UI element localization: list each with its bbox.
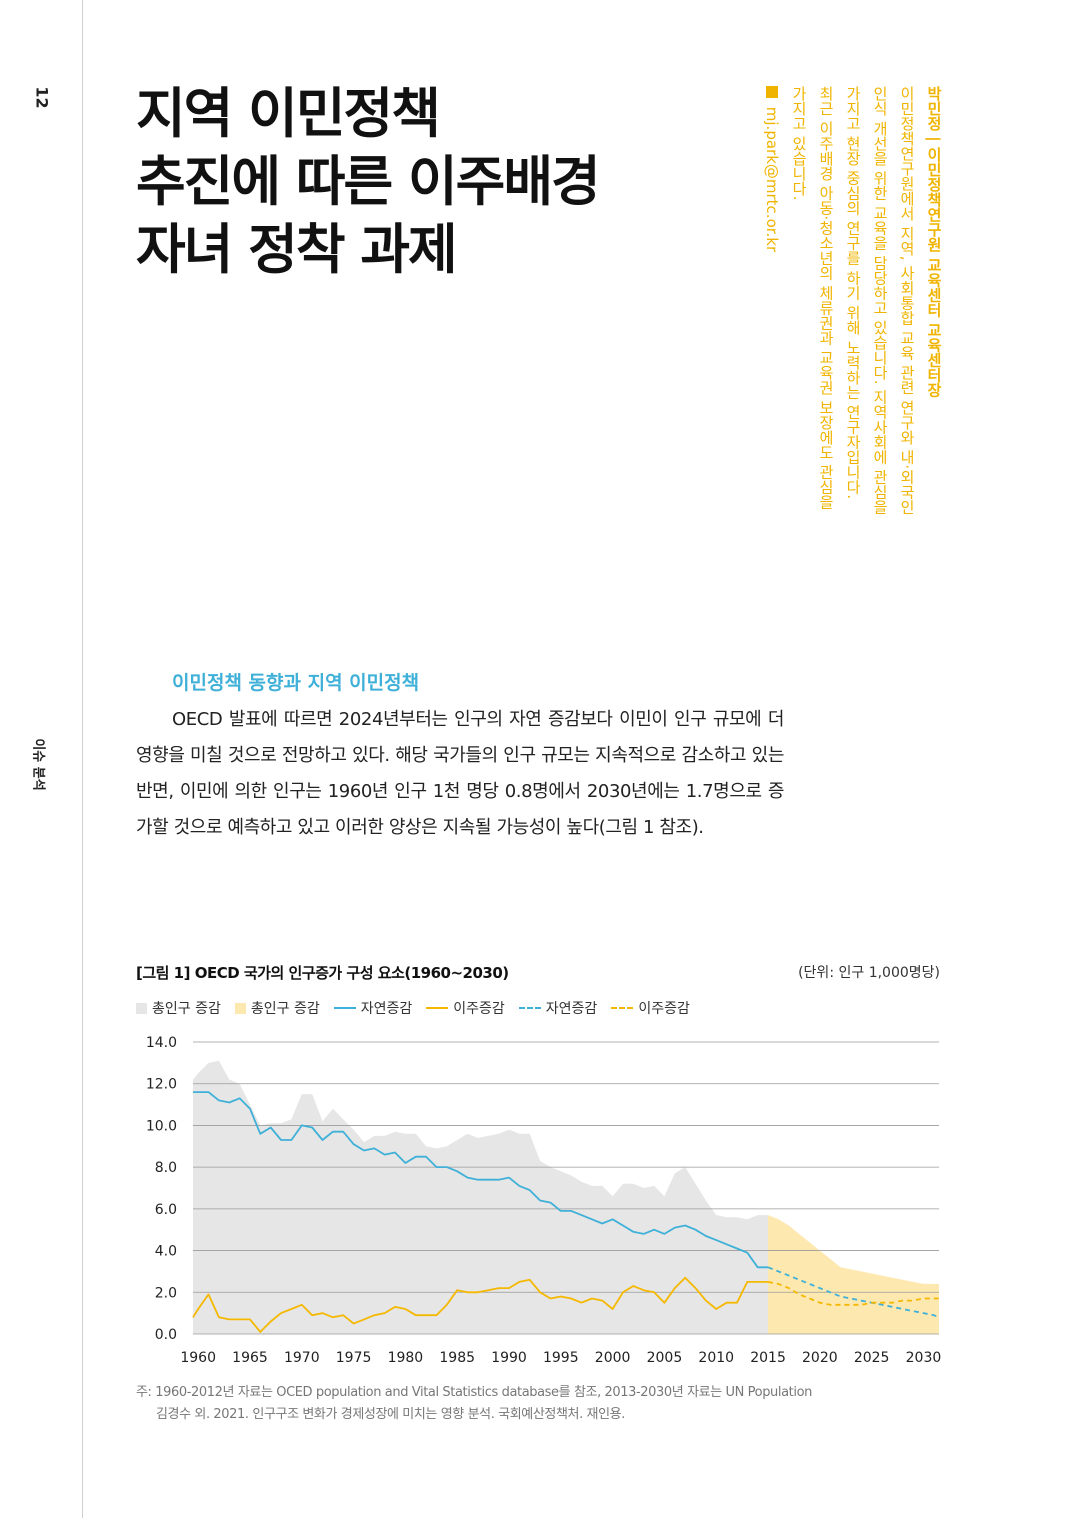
y-tick-label: 6.0 xyxy=(155,1202,177,1218)
section-heading: 이민정책 동향과 지역 이민정책 xyxy=(172,672,420,694)
series-line-projection-3 xyxy=(767,1281,939,1306)
series-line-0 xyxy=(193,1091,768,1269)
legend-swatch xyxy=(518,1007,541,1009)
y-tick-label: 2.0 xyxy=(155,1285,177,1301)
x-tick-label: 1995 xyxy=(543,1350,579,1366)
figure-note-line: 김경수 외. 2021. 인구구조 변화가 경제성장에 미치는 영향 분석. 국… xyxy=(156,1407,625,1422)
y-tick-label: 8.0 xyxy=(155,1160,177,1176)
author-email: mj.park@mrtc.or.kr xyxy=(758,86,785,546)
legend-swatch xyxy=(136,1002,147,1014)
section-label: 이슈 분석 xyxy=(30,738,46,791)
author-name: 박민정 | 이민정책연구원 교육센터 교육센터장 xyxy=(925,86,943,398)
author-bio-line: 가지고 현장 중심의 연구를 하기 위해 노력하는 연구자입니다. xyxy=(844,86,862,500)
y-tick-label: 12.0 xyxy=(146,1077,177,1093)
x-tick-label: 1975 xyxy=(336,1350,372,1366)
title-line-2: 추진에 따른 이주배경 xyxy=(136,150,601,213)
author-bio-line: 이민정책연구원에서 지역, 사회통합 교육 관련 연구와 내·외국인 xyxy=(898,86,916,515)
page-number: 12 xyxy=(32,86,52,109)
legend-label: 자연증감 xyxy=(545,1001,598,1017)
legend-item-total-gray: 총인구 증감 xyxy=(136,998,221,1018)
legend-label: 이주증감 xyxy=(453,1001,505,1017)
margin-rule xyxy=(82,0,83,1518)
article-title: 지역 이민정책 추진에 따른 이주배경 자녀 정착 과제 xyxy=(136,80,696,284)
x-tick-label: 2030 xyxy=(906,1350,942,1366)
y-tick-label: 0.0 xyxy=(155,1327,177,1343)
series-line-1 xyxy=(192,1276,768,1333)
x-tick-label: 2010 xyxy=(698,1350,734,1366)
legend-item-total-yellow: 총인구 증감 xyxy=(234,998,320,1018)
legend-swatch xyxy=(426,1007,449,1009)
legend-item-migration: 이주증감 xyxy=(426,998,505,1018)
author-bio-line: 최근 이주배경 아동·청소년의 체류권과 교육권 보장에도 관심을 xyxy=(817,86,835,510)
x-tick-label: 1960 xyxy=(180,1350,216,1366)
x-tick-label: 1965 xyxy=(232,1350,268,1366)
legend-item-natural: 자연증감 xyxy=(333,998,413,1018)
legend-swatch xyxy=(611,1007,634,1009)
x-tick-label: 2005 xyxy=(647,1350,683,1366)
x-tick-label: 2015 xyxy=(750,1350,786,1366)
figure-note-line: 주: 1960-2012년 자료는 OCED population and Vi… xyxy=(136,1385,812,1400)
legend-label: 총인구 증감 xyxy=(250,1001,320,1017)
series-area-0 xyxy=(193,1060,768,1334)
x-tick-label: 2000 xyxy=(595,1350,631,1366)
legend-label: 이주증감 xyxy=(638,1001,690,1017)
x-tick-label: 2020 xyxy=(802,1350,838,1366)
y-tick-label: 10.0 xyxy=(146,1118,177,1134)
title-line-1: 지역 이민정책 xyxy=(136,82,441,145)
legend-swatch xyxy=(234,1002,246,1014)
title-line-3: 자녀 정착 과제 xyxy=(136,218,458,281)
figure-caption: [그림 1] OECD 국가의 인구증가 구성 요소(1960~2030) xyxy=(136,964,509,982)
series-line-projection-2 xyxy=(767,1266,940,1319)
x-tick-label: 1985 xyxy=(439,1350,475,1366)
x-tick-label: 1980 xyxy=(388,1350,424,1366)
legend-item-migration-projection: 이주증감 xyxy=(611,998,690,1018)
series-area-1 xyxy=(768,1215,939,1334)
population-chart: 0.0 2.0 4.0 6.0 8.0 10.0 12.0 14.0 1960 1965 1970 1… xyxy=(146,1035,942,1366)
legend-label: 자연증감 xyxy=(360,1001,413,1017)
author-bio-line: 가지고 있습니다. xyxy=(790,86,808,201)
chart-legend: 총인구 증감 총인구 증감 자연증감 이주증감 자연증감 이주증감 xyxy=(136,998,690,1018)
email-icon xyxy=(766,86,778,98)
legend-label: 총인구 증감 xyxy=(152,1001,221,1017)
figure-note: 주: 1960-2012년 자료는 OCED population and Vi… xyxy=(136,1382,996,1426)
x-tick-label: 2025 xyxy=(854,1350,890,1366)
legend-item-natural-projection: 자연증감 xyxy=(518,998,598,1018)
y-tick-label: 4.0 xyxy=(155,1244,177,1260)
x-tick-label: 1990 xyxy=(491,1350,527,1366)
author-bio-line: 인식 개선을 위한 교육을 담당하고 있습니다. 지역사회에 관심을 xyxy=(871,86,889,515)
legend-swatch xyxy=(333,1007,356,1009)
author-email-address[interactable]: mj.park@mrtc.or.kr xyxy=(763,106,781,253)
figure-unit: (단위: 인구 1,000명당) xyxy=(798,965,940,981)
y-tick-label: 14.0 xyxy=(146,1035,177,1051)
body-paragraph: OECD 발표에 따르면 2024년부터는 인구의 자연 증감보다 이민이 인구… xyxy=(136,709,784,838)
x-tick-label: 1970 xyxy=(284,1350,320,1366)
author-profile: 박민정 | 이민정책연구원 교육센터 교육센터장 이민정책연구원에서 지역, 사… xyxy=(758,86,947,546)
